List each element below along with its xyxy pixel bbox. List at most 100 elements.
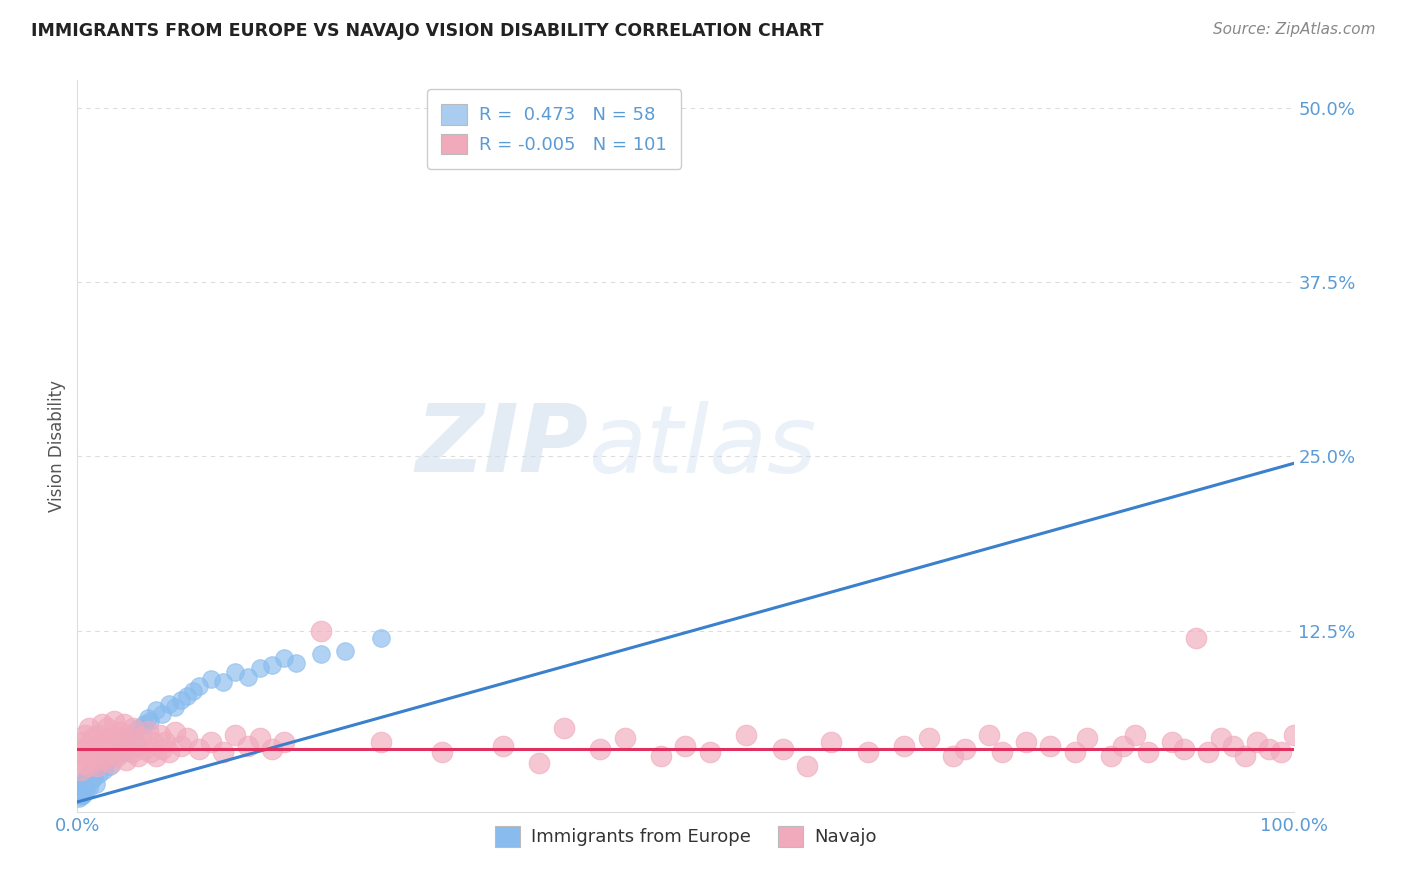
Point bbox=[127, 749, 149, 764]
Point bbox=[89, 767, 111, 781]
Point bbox=[107, 749, 129, 764]
Point bbox=[83, 749, 105, 764]
Point bbox=[79, 767, 101, 781]
Point bbox=[153, 735, 176, 749]
Point bbox=[72, 780, 94, 795]
Point bbox=[89, 745, 111, 759]
Point bbox=[79, 780, 101, 795]
Point bbox=[1161, 735, 1184, 749]
Point bbox=[1270, 745, 1292, 759]
Point bbox=[170, 693, 193, 707]
Point bbox=[370, 631, 392, 645]
Point bbox=[79, 721, 101, 735]
Point bbox=[589, 742, 612, 756]
Point bbox=[87, 728, 110, 742]
Text: ZIP: ZIP bbox=[415, 400, 588, 492]
Point bbox=[820, 735, 842, 749]
Point bbox=[796, 758, 818, 772]
Point bbox=[86, 758, 108, 772]
Text: Source: ZipAtlas.com: Source: ZipAtlas.com bbox=[1212, 22, 1375, 37]
Point bbox=[200, 673, 222, 687]
Point bbox=[157, 745, 180, 759]
Point bbox=[918, 731, 941, 745]
Point bbox=[953, 742, 976, 756]
Point bbox=[212, 745, 235, 759]
Point bbox=[370, 735, 392, 749]
Point bbox=[136, 711, 159, 725]
Point bbox=[115, 731, 138, 745]
Point bbox=[152, 742, 174, 756]
Point bbox=[127, 721, 149, 735]
Point bbox=[115, 753, 138, 767]
Point bbox=[236, 669, 259, 683]
Point bbox=[1039, 739, 1062, 754]
Point bbox=[942, 749, 965, 764]
Point bbox=[1015, 735, 1038, 749]
Point bbox=[75, 780, 97, 795]
Point bbox=[1233, 749, 1256, 764]
Point bbox=[80, 753, 103, 767]
Point bbox=[553, 721, 575, 735]
Point bbox=[112, 717, 135, 731]
Point bbox=[108, 725, 131, 739]
Point bbox=[70, 787, 93, 801]
Y-axis label: Vision Disability: Vision Disability bbox=[48, 380, 66, 512]
Point bbox=[224, 728, 246, 742]
Point bbox=[76, 777, 98, 791]
Point bbox=[224, 665, 246, 680]
Point bbox=[145, 703, 167, 717]
Point bbox=[139, 745, 162, 759]
Point bbox=[1136, 745, 1159, 759]
Point bbox=[1222, 739, 1244, 754]
Point bbox=[273, 651, 295, 665]
Point bbox=[117, 739, 139, 754]
Point bbox=[188, 679, 211, 693]
Point bbox=[103, 745, 125, 759]
Point bbox=[1076, 731, 1098, 745]
Point bbox=[333, 644, 356, 658]
Point bbox=[699, 745, 721, 759]
Point bbox=[108, 739, 131, 754]
Point bbox=[76, 739, 98, 754]
Point bbox=[212, 675, 235, 690]
Point bbox=[613, 731, 636, 745]
Point bbox=[122, 721, 145, 735]
Point bbox=[129, 731, 152, 745]
Point bbox=[152, 707, 174, 722]
Point bbox=[117, 728, 139, 742]
Point bbox=[96, 721, 118, 735]
Point bbox=[1099, 749, 1122, 764]
Point bbox=[69, 780, 91, 795]
Point bbox=[112, 745, 135, 759]
Point bbox=[1246, 735, 1268, 749]
Point bbox=[1197, 745, 1219, 759]
Point bbox=[650, 749, 672, 764]
Text: atlas: atlas bbox=[588, 401, 817, 491]
Point bbox=[134, 742, 156, 756]
Point bbox=[103, 745, 125, 759]
Point bbox=[115, 735, 138, 749]
Point bbox=[260, 742, 283, 756]
Point bbox=[72, 756, 94, 770]
Point bbox=[149, 728, 172, 742]
Point bbox=[136, 723, 159, 738]
Point bbox=[72, 788, 94, 802]
Point bbox=[1258, 742, 1281, 756]
Point bbox=[90, 717, 112, 731]
Point bbox=[1209, 731, 1232, 745]
Point bbox=[176, 731, 198, 745]
Point bbox=[84, 777, 107, 791]
Point bbox=[1185, 631, 1208, 645]
Point bbox=[142, 735, 165, 749]
Point bbox=[82, 731, 104, 745]
Point bbox=[163, 725, 186, 739]
Point bbox=[98, 758, 121, 772]
Point bbox=[77, 758, 100, 772]
Point bbox=[67, 790, 90, 805]
Point bbox=[170, 739, 193, 754]
Point bbox=[1173, 742, 1195, 756]
Point bbox=[84, 739, 107, 754]
Point bbox=[273, 735, 295, 749]
Point bbox=[856, 745, 879, 759]
Point bbox=[70, 777, 93, 791]
